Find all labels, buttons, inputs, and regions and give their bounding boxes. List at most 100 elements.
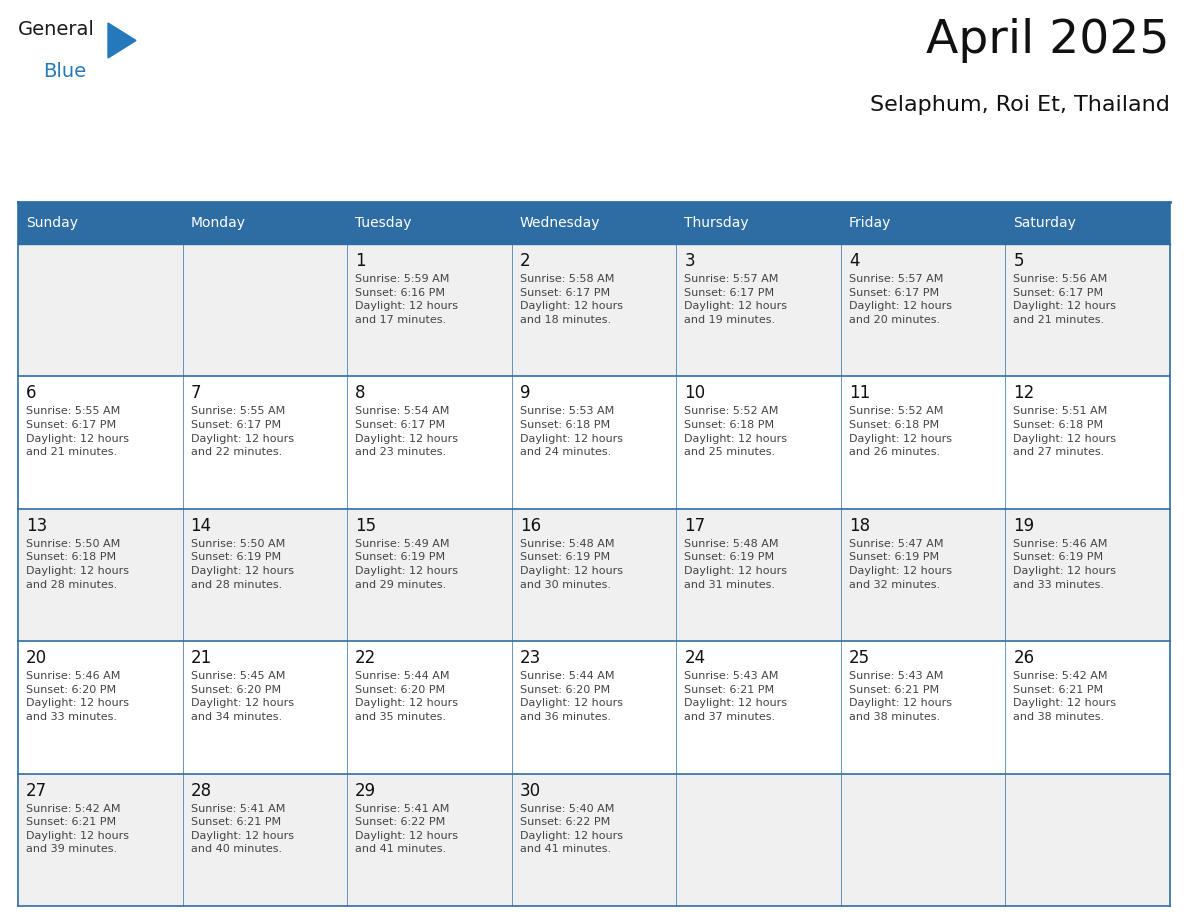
Text: Sunday: Sunday <box>26 216 78 230</box>
Bar <box>18 509 183 641</box>
Text: 4: 4 <box>849 252 859 270</box>
Text: Sunrise: 5:53 AM
Sunset: 6:18 PM
Daylight: 12 hours
and 24 minutes.: Sunrise: 5:53 AM Sunset: 6:18 PM Dayligh… <box>519 407 623 457</box>
Text: 5: 5 <box>1013 252 1024 270</box>
Text: Sunrise: 5:43 AM
Sunset: 6:21 PM
Daylight: 12 hours
and 38 minutes.: Sunrise: 5:43 AM Sunset: 6:21 PM Dayligh… <box>849 671 952 722</box>
Bar <box>676 376 841 509</box>
Bar <box>1005 376 1170 509</box>
Text: 1: 1 <box>355 252 366 270</box>
Text: Sunrise: 5:54 AM
Sunset: 6:17 PM
Daylight: 12 hours
and 23 minutes.: Sunrise: 5:54 AM Sunset: 6:17 PM Dayligh… <box>355 407 459 457</box>
Text: Sunrise: 5:45 AM
Sunset: 6:20 PM
Daylight: 12 hours
and 34 minutes.: Sunrise: 5:45 AM Sunset: 6:20 PM Dayligh… <box>190 671 293 722</box>
Text: 6: 6 <box>26 385 37 402</box>
Bar <box>347 774 512 906</box>
Bar <box>347 244 512 376</box>
Bar <box>676 202 841 244</box>
Text: 15: 15 <box>355 517 377 535</box>
Text: General: General <box>18 20 95 39</box>
Text: Sunrise: 5:55 AM
Sunset: 6:17 PM
Daylight: 12 hours
and 21 minutes.: Sunrise: 5:55 AM Sunset: 6:17 PM Dayligh… <box>26 407 129 457</box>
Text: Friday: Friday <box>849 216 891 230</box>
Bar <box>841 376 1005 509</box>
Text: 13: 13 <box>26 517 48 535</box>
Bar <box>183 244 347 376</box>
Text: 23: 23 <box>519 649 541 667</box>
Bar <box>841 202 1005 244</box>
Bar <box>676 244 841 376</box>
Text: 20: 20 <box>26 649 48 667</box>
Bar <box>512 509 676 641</box>
Bar <box>676 509 841 641</box>
Text: 27: 27 <box>26 781 48 800</box>
Bar <box>18 376 183 509</box>
Bar <box>1005 774 1170 906</box>
Text: 12: 12 <box>1013 385 1035 402</box>
Bar <box>347 509 512 641</box>
Text: 19: 19 <box>1013 517 1035 535</box>
Text: 10: 10 <box>684 385 706 402</box>
Text: Selaphum, Roi Et, Thailand: Selaphum, Roi Et, Thailand <box>870 95 1170 115</box>
Text: Sunrise: 5:41 AM
Sunset: 6:21 PM
Daylight: 12 hours
and 40 minutes.: Sunrise: 5:41 AM Sunset: 6:21 PM Dayligh… <box>190 803 293 855</box>
Text: 29: 29 <box>355 781 377 800</box>
Text: Sunrise: 5:52 AM
Sunset: 6:18 PM
Daylight: 12 hours
and 25 minutes.: Sunrise: 5:52 AM Sunset: 6:18 PM Dayligh… <box>684 407 788 457</box>
Bar <box>1005 244 1170 376</box>
Bar <box>512 244 676 376</box>
Bar <box>512 641 676 774</box>
Text: 30: 30 <box>519 781 541 800</box>
Text: Sunrise: 5:46 AM
Sunset: 6:20 PM
Daylight: 12 hours
and 33 minutes.: Sunrise: 5:46 AM Sunset: 6:20 PM Dayligh… <box>26 671 129 722</box>
Text: 8: 8 <box>355 385 366 402</box>
Text: 9: 9 <box>519 385 530 402</box>
Bar <box>183 202 347 244</box>
Text: Wednesday: Wednesday <box>519 216 600 230</box>
Text: Sunrise: 5:42 AM
Sunset: 6:21 PM
Daylight: 12 hours
and 38 minutes.: Sunrise: 5:42 AM Sunset: 6:21 PM Dayligh… <box>1013 671 1117 722</box>
Bar <box>1005 641 1170 774</box>
Text: Sunrise: 5:49 AM
Sunset: 6:19 PM
Daylight: 12 hours
and 29 minutes.: Sunrise: 5:49 AM Sunset: 6:19 PM Dayligh… <box>355 539 459 589</box>
Bar <box>183 509 347 641</box>
Text: 16: 16 <box>519 517 541 535</box>
Text: Sunrise: 5:44 AM
Sunset: 6:20 PM
Daylight: 12 hours
and 36 minutes.: Sunrise: 5:44 AM Sunset: 6:20 PM Dayligh… <box>519 671 623 722</box>
Text: Sunrise: 5:43 AM
Sunset: 6:21 PM
Daylight: 12 hours
and 37 minutes.: Sunrise: 5:43 AM Sunset: 6:21 PM Dayligh… <box>684 671 788 722</box>
Text: Sunrise: 5:56 AM
Sunset: 6:17 PM
Daylight: 12 hours
and 21 minutes.: Sunrise: 5:56 AM Sunset: 6:17 PM Dayligh… <box>1013 274 1117 325</box>
Text: Saturday: Saturday <box>1013 216 1076 230</box>
Bar <box>347 376 512 509</box>
Bar <box>183 641 347 774</box>
Text: 28: 28 <box>190 781 211 800</box>
Bar <box>347 641 512 774</box>
Text: Sunrise: 5:41 AM
Sunset: 6:22 PM
Daylight: 12 hours
and 41 minutes.: Sunrise: 5:41 AM Sunset: 6:22 PM Dayligh… <box>355 803 459 855</box>
Bar <box>18 202 183 244</box>
Bar <box>841 641 1005 774</box>
Text: 2: 2 <box>519 252 530 270</box>
Text: Sunrise: 5:42 AM
Sunset: 6:21 PM
Daylight: 12 hours
and 39 minutes.: Sunrise: 5:42 AM Sunset: 6:21 PM Dayligh… <box>26 803 129 855</box>
Text: Sunrise: 5:59 AM
Sunset: 6:16 PM
Daylight: 12 hours
and 17 minutes.: Sunrise: 5:59 AM Sunset: 6:16 PM Dayligh… <box>355 274 459 325</box>
Bar <box>18 244 183 376</box>
Bar <box>18 641 183 774</box>
Text: Sunrise: 5:40 AM
Sunset: 6:22 PM
Daylight: 12 hours
and 41 minutes.: Sunrise: 5:40 AM Sunset: 6:22 PM Dayligh… <box>519 803 623 855</box>
Text: 7: 7 <box>190 385 201 402</box>
Text: 24: 24 <box>684 649 706 667</box>
Bar <box>1005 509 1170 641</box>
Text: Tuesday: Tuesday <box>355 216 412 230</box>
Text: Sunrise: 5:51 AM
Sunset: 6:18 PM
Daylight: 12 hours
and 27 minutes.: Sunrise: 5:51 AM Sunset: 6:18 PM Dayligh… <box>1013 407 1117 457</box>
Bar <box>841 244 1005 376</box>
Text: 25: 25 <box>849 649 870 667</box>
Text: Monday: Monday <box>190 216 246 230</box>
Bar <box>347 202 512 244</box>
Text: Sunrise: 5:50 AM
Sunset: 6:18 PM
Daylight: 12 hours
and 28 minutes.: Sunrise: 5:50 AM Sunset: 6:18 PM Dayligh… <box>26 539 129 589</box>
Bar <box>841 774 1005 906</box>
Text: Sunrise: 5:44 AM
Sunset: 6:20 PM
Daylight: 12 hours
and 35 minutes.: Sunrise: 5:44 AM Sunset: 6:20 PM Dayligh… <box>355 671 459 722</box>
Bar <box>183 376 347 509</box>
Text: 11: 11 <box>849 385 870 402</box>
Text: 14: 14 <box>190 517 211 535</box>
Text: Thursday: Thursday <box>684 216 748 230</box>
Text: 21: 21 <box>190 649 211 667</box>
Polygon shape <box>108 23 135 58</box>
Bar <box>512 774 676 906</box>
Bar <box>676 774 841 906</box>
Text: 18: 18 <box>849 517 870 535</box>
Text: April 2025: April 2025 <box>927 18 1170 63</box>
Bar <box>841 509 1005 641</box>
Text: Sunrise: 5:48 AM
Sunset: 6:19 PM
Daylight: 12 hours
and 31 minutes.: Sunrise: 5:48 AM Sunset: 6:19 PM Dayligh… <box>684 539 788 589</box>
Text: Sunrise: 5:46 AM
Sunset: 6:19 PM
Daylight: 12 hours
and 33 minutes.: Sunrise: 5:46 AM Sunset: 6:19 PM Dayligh… <box>1013 539 1117 589</box>
Text: Sunrise: 5:50 AM
Sunset: 6:19 PM
Daylight: 12 hours
and 28 minutes.: Sunrise: 5:50 AM Sunset: 6:19 PM Dayligh… <box>190 539 293 589</box>
Text: Sunrise: 5:52 AM
Sunset: 6:18 PM
Daylight: 12 hours
and 26 minutes.: Sunrise: 5:52 AM Sunset: 6:18 PM Dayligh… <box>849 407 952 457</box>
Text: Sunrise: 5:55 AM
Sunset: 6:17 PM
Daylight: 12 hours
and 22 minutes.: Sunrise: 5:55 AM Sunset: 6:17 PM Dayligh… <box>190 407 293 457</box>
Text: 17: 17 <box>684 517 706 535</box>
Text: Sunrise: 5:48 AM
Sunset: 6:19 PM
Daylight: 12 hours
and 30 minutes.: Sunrise: 5:48 AM Sunset: 6:19 PM Dayligh… <box>519 539 623 589</box>
